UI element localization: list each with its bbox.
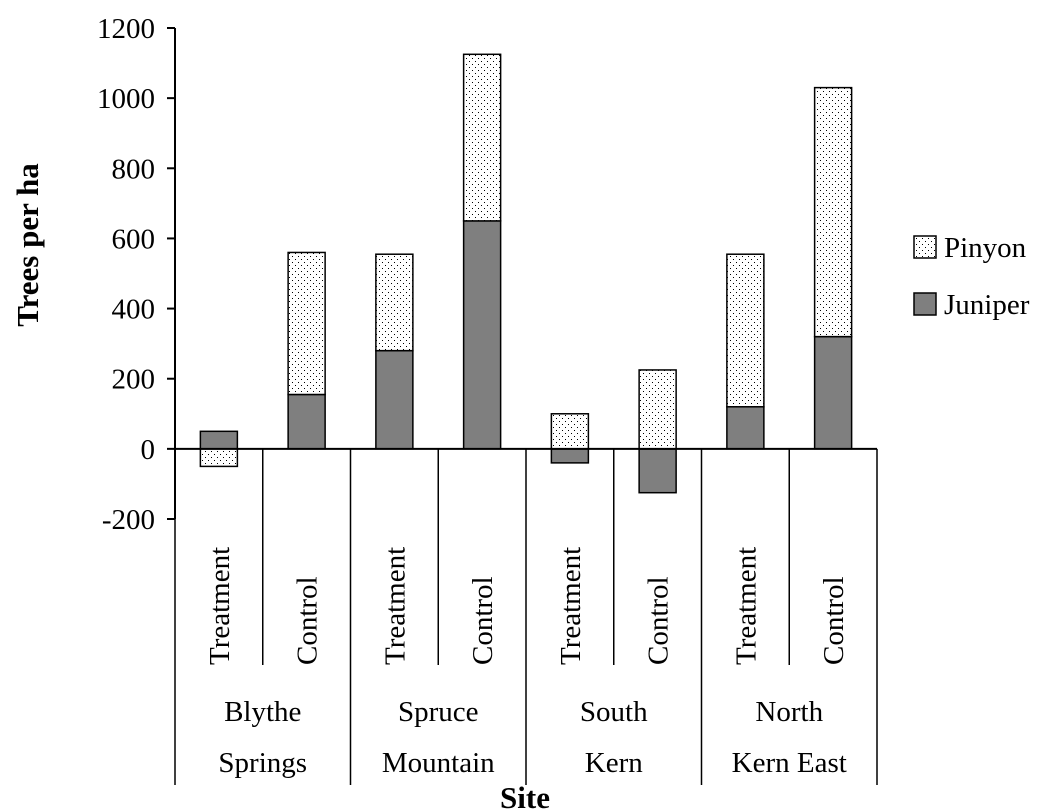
bar-juniper xyxy=(199,430,239,450)
x-axis: Treatment Control Treatment Control Treatmen… xyxy=(174,447,878,785)
bar-pinyon xyxy=(638,369,677,450)
category-label: Treatment xyxy=(555,547,587,665)
group-label-line1: South xyxy=(580,696,648,728)
category-label: Control xyxy=(643,576,675,665)
bar-pinyon xyxy=(726,253,765,408)
bar-juniper xyxy=(550,448,590,464)
bar-pinyon xyxy=(375,253,414,352)
legend-label-juniper: Juniper xyxy=(944,289,1030,321)
y-axis: -200 0 200 400 600 800 1000 1200 xyxy=(97,13,176,536)
bars xyxy=(199,53,853,494)
legend-swatch-juniper xyxy=(913,292,937,316)
legend: Pinyon Juniper xyxy=(913,232,1030,321)
x-axis-title: Site xyxy=(500,780,550,810)
bar-pinyon xyxy=(813,86,853,338)
bar-pinyon xyxy=(462,53,502,222)
y-tick-label: 200 xyxy=(112,364,156,396)
category-label: Treatment xyxy=(730,547,762,665)
y-axis-title: Trees per ha xyxy=(10,163,45,327)
category-label: Control xyxy=(818,576,850,665)
legend-label-pinyon: Pinyon xyxy=(944,232,1027,264)
group-label-line2: Kern East xyxy=(732,747,847,779)
group-label-line2: Springs xyxy=(218,747,307,779)
legend-swatch-pinyon xyxy=(913,235,937,259)
y-tick-label: 1000 xyxy=(97,83,155,115)
bar-juniper xyxy=(726,406,765,450)
y-tick-label: -200 xyxy=(102,504,155,536)
bar-juniper xyxy=(287,393,326,450)
bar-pinyon xyxy=(550,413,590,450)
y-tick-label: 800 xyxy=(112,153,156,185)
bar-juniper xyxy=(813,335,853,450)
group-label-line1: Spruce xyxy=(398,696,479,728)
y-tick-label: 400 xyxy=(112,294,156,326)
group-label-line2: Kern xyxy=(585,747,643,779)
bar-pinyon xyxy=(287,251,326,396)
bar-juniper xyxy=(462,220,502,450)
category-label: Control xyxy=(292,576,324,665)
bar-pinyon xyxy=(199,448,239,468)
group-label-line1: North xyxy=(755,696,823,728)
category-label: Control xyxy=(467,576,499,665)
y-tick-label: 600 xyxy=(112,223,156,255)
y-tick-label: 0 xyxy=(141,434,156,466)
y-tick-label: 1200 xyxy=(97,13,155,45)
bar-juniper xyxy=(375,349,414,450)
category-label: Treatment xyxy=(379,547,411,665)
group-label-line1: Blythe xyxy=(224,696,301,728)
group-label-line2: Mountain xyxy=(382,747,495,779)
category-label: Treatment xyxy=(204,547,236,665)
bar-juniper xyxy=(638,448,677,494)
